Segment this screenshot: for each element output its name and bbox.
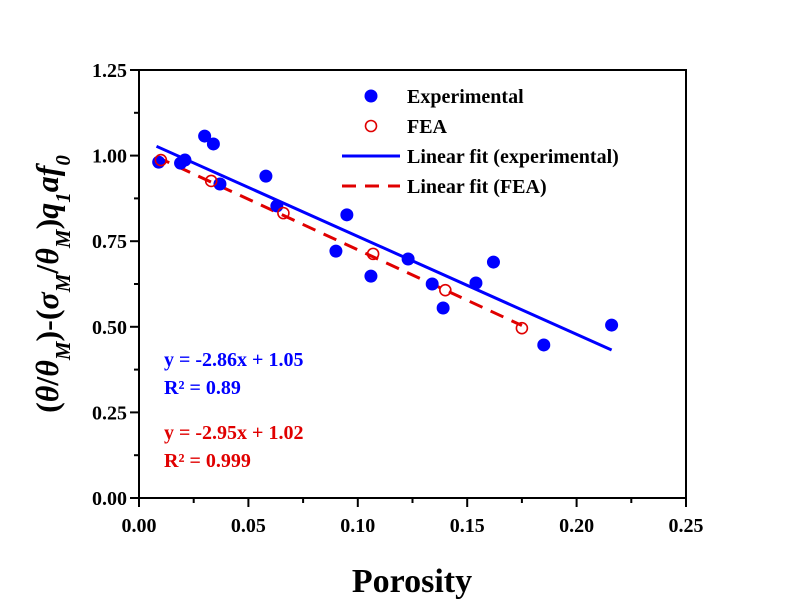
y-tick-label: 1.00: [92, 146, 127, 168]
y-label-part: /: [29, 376, 65, 387]
y-label-part: M: [51, 228, 75, 249]
experimental-point: [364, 269, 378, 283]
experimental-point: [401, 252, 415, 266]
experimental-point: [206, 137, 220, 151]
experimental-point: [259, 169, 273, 183]
x-tick-label: 0.25: [669, 515, 704, 537]
equation-annotation: y = -2.86x + 1.05: [164, 349, 303, 371]
fea-point: [277, 206, 290, 220]
experimental-point: [340, 208, 354, 222]
legend-label: Experimental: [407, 86, 524, 108]
x-tick-label: 0.05: [231, 515, 266, 537]
fea-fit-line: [155, 155, 523, 327]
legend-marker-fea: [364, 119, 378, 133]
experimental-point: [329, 244, 343, 258]
x-tick-label: 0.00: [122, 515, 157, 537]
x-tick-label: 0.20: [559, 515, 594, 537]
legend-label: Linear fit (experimental): [407, 146, 619, 168]
experimental-point: [469, 276, 483, 290]
fea-point: [439, 283, 452, 297]
x-axis-label: Porosity: [352, 563, 472, 600]
y-label-part: /: [29, 264, 65, 275]
y-label-part: θ: [29, 248, 65, 265]
equation-annotation: R² = 0.89: [164, 377, 241, 399]
y-tick-label: 0.25: [92, 402, 127, 424]
experimental-point: [178, 153, 192, 167]
y-label-part: M: [51, 340, 75, 361]
y-label-part: M: [51, 272, 75, 293]
experimental-point: [198, 129, 212, 143]
y-tick-label: 0.75: [92, 231, 127, 253]
experimental-point: [537, 338, 551, 352]
y-label-part: af: [29, 162, 65, 192]
fea-point: [204, 174, 218, 188]
fea-point: [154, 153, 168, 167]
y-tick-label: 0.00: [92, 488, 127, 510]
y-axis-label: (θ/θM)-(σM/θM)q1af0: [29, 155, 75, 413]
y-label-part: 1: [51, 192, 75, 203]
y-label-part: )-(: [29, 310, 65, 342]
y-label-part: θ: [29, 385, 65, 402]
equation-annotation: y = -2.95x + 1.02: [164, 422, 303, 444]
experimental-point: [152, 155, 166, 169]
experimental-point: [425, 277, 439, 291]
legend-marker-experimental: [364, 89, 378, 103]
y-label-part: (: [29, 402, 65, 413]
legend-label: Linear fit (FEA): [407, 176, 547, 198]
experimental-fit-line: [155, 144, 613, 352]
y-label-part: σ: [29, 292, 65, 310]
x-tick-label: 0.15: [450, 515, 485, 537]
experimental-point: [486, 255, 500, 269]
experimental-point: [270, 199, 284, 213]
experimental-point: [436, 301, 450, 315]
experimental-point: [605, 318, 619, 332]
x-tick-label: 0.10: [340, 515, 375, 537]
fea-point: [515, 321, 529, 335]
y-tick-label: 1.25: [92, 60, 127, 82]
y-label-part: 0: [51, 155, 75, 166]
y-label-part: ): [29, 219, 65, 230]
y-label-part: q: [29, 203, 65, 219]
legend-label: FEA: [407, 116, 448, 138]
fea-point: [366, 247, 380, 261]
equation-annotation: R² = 0.999: [164, 450, 251, 472]
y-label-part: θ: [29, 360, 65, 377]
y-tick-label: 0.50: [92, 317, 127, 339]
